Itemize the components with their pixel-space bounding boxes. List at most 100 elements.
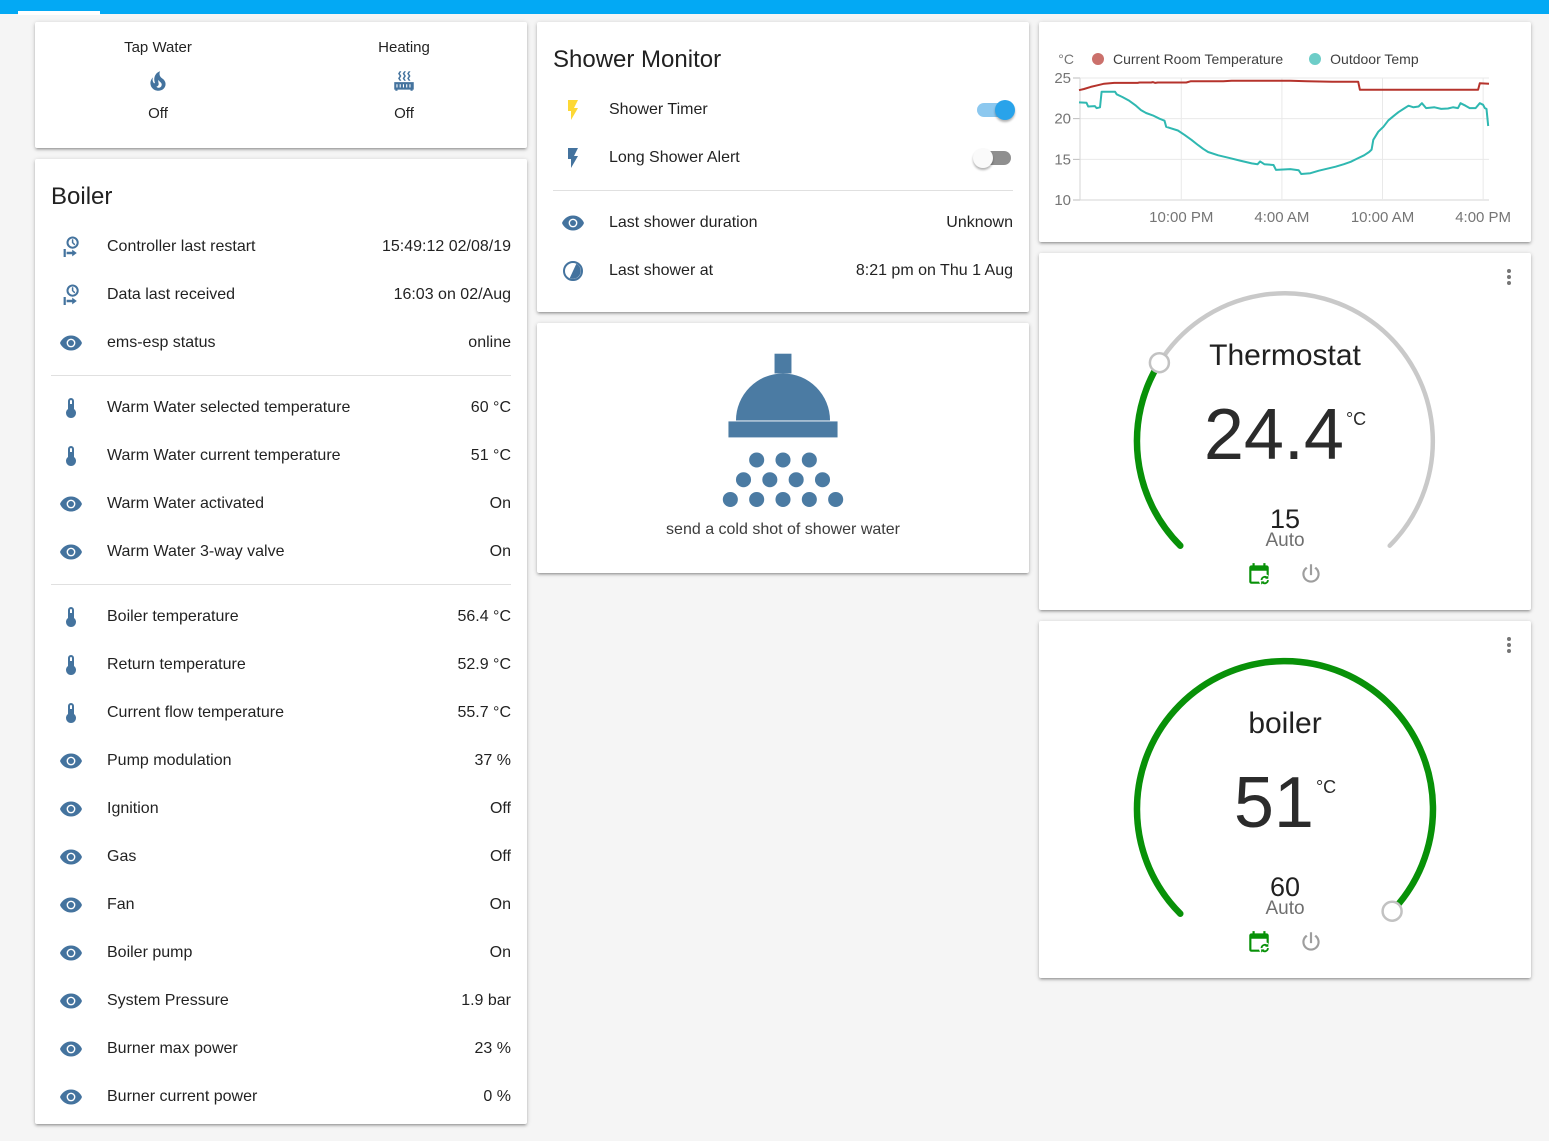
eye-icon bbox=[51, 540, 91, 564]
thermometer-icon bbox=[51, 653, 91, 677]
entity-row[interactable]: Warm Water current temperature 51 °C bbox=[35, 432, 527, 480]
history-chart: 25 20 15 10 °C 10:00 PM 4:00 AM 10:00 AM 4:00 PM bbox=[1054, 51, 1511, 226]
entity-row[interactable]: Gas Off bbox=[35, 833, 527, 881]
entity-row[interactable]: Pump modulation 37 % bbox=[35, 737, 527, 785]
boiler-entities-card: Boiler Controller last restart 15:49:12 … bbox=[35, 159, 527, 1124]
entity-row[interactable]: Burner current power 0 % bbox=[35, 1073, 527, 1121]
thermostat-stack: Thermostat 24.4 °C 15 Auto bo bbox=[1039, 253, 1531, 978]
svg-text:10: 10 bbox=[1054, 192, 1071, 209]
target-temperature: 15 bbox=[1269, 504, 1301, 534]
divider bbox=[51, 375, 511, 376]
entity-section: Warm Water selected temperature 60 °C Wa… bbox=[35, 384, 527, 576]
eye-icon bbox=[553, 211, 593, 235]
switch-row: Long Shower Alert bbox=[537, 134, 1029, 182]
entity-row[interactable]: System Pressure 1.9 bar bbox=[35, 977, 527, 1025]
thermostat-actions bbox=[1039, 561, 1531, 587]
thermometer-icon bbox=[51, 605, 91, 629]
entity-row[interactable]: Return temperature 52.9 °C bbox=[35, 641, 527, 689]
eye-icon bbox=[51, 749, 91, 773]
dashboard-view: Tap Water Off Heating Off Boiler bbox=[0, 14, 1549, 1140]
temperature-dial[interactable] bbox=[1039, 273, 1531, 585]
hvac-mode: Auto bbox=[1265, 530, 1305, 551]
entity-row[interactable]: Boiler pump On bbox=[35, 929, 527, 977]
thermometer-icon bbox=[51, 444, 91, 468]
toggle-knob bbox=[973, 148, 993, 168]
thermostat-name: boiler bbox=[1248, 707, 1322, 740]
entity-row[interactable]: Data last received 16:03 on 02/Aug bbox=[35, 271, 527, 319]
calendar-sync-button[interactable] bbox=[1246, 561, 1272, 587]
calendar-sync-button[interactable] bbox=[1246, 929, 1272, 955]
legend-label: Current Room Temperature bbox=[1113, 51, 1284, 67]
active-tab-indicator bbox=[18, 11, 100, 15]
shower-monitor-card: Shower Monitor Shower Timer Long Shower … bbox=[537, 22, 1029, 312]
entity-row[interactable]: Boiler temperature 56.4 °C bbox=[35, 593, 527, 641]
target-temperature: 60 bbox=[1269, 872, 1301, 902]
flash-icon bbox=[553, 146, 593, 170]
shower-picture-card[interactable]: send a cold shot of shower water bbox=[537, 323, 1029, 573]
svg-text:4:00 PM: 4:00 PM bbox=[1455, 209, 1511, 226]
chart-legend: Current Room Temperature Outdoor Temp bbox=[1092, 51, 1419, 67]
entity-row[interactable]: Fan On bbox=[35, 881, 527, 929]
temperature-unit: °C bbox=[1315, 777, 1337, 797]
eye-icon bbox=[51, 492, 91, 516]
glance-item[interactable]: Tap Water Off bbox=[124, 39, 192, 122]
card-title: Boiler bbox=[51, 183, 113, 210]
entity-row[interactable]: Ignition Off bbox=[35, 785, 527, 833]
radiator-icon bbox=[391, 68, 417, 94]
glance-row: Tap Water Off Heating Off bbox=[35, 22, 527, 122]
info-section: Last shower duration Unknown Last shower… bbox=[537, 199, 1029, 295]
glance-item[interactable]: Heating Off bbox=[378, 39, 430, 122]
more-menu-icon[interactable] bbox=[1497, 633, 1521, 662]
more-menu-icon[interactable] bbox=[1497, 265, 1521, 294]
eye-icon bbox=[51, 989, 91, 1013]
legend-dot bbox=[1309, 53, 1322, 65]
thermostat-actions bbox=[1039, 929, 1531, 955]
clock-half-icon bbox=[553, 259, 593, 283]
thermostat-card: boiler 51 °C 60 Auto bbox=[1039, 621, 1531, 978]
column-left: Tap Water Off Heating Off Boiler bbox=[35, 22, 527, 1124]
current-temperature: 24.4 °C bbox=[1203, 395, 1367, 475]
entity-row[interactable]: ems-esp status online bbox=[35, 319, 527, 367]
thermostat-name: Thermostat bbox=[1209, 339, 1361, 372]
flash-icon bbox=[553, 98, 593, 122]
power-button[interactable] bbox=[1298, 561, 1324, 587]
current-temperature: 51 °C bbox=[1233, 763, 1337, 843]
legend-item: Current Room Temperature bbox=[1092, 51, 1283, 67]
clock-start-icon bbox=[51, 235, 91, 259]
toggle-switch[interactable] bbox=[973, 148, 1011, 168]
legend-item: Outdoor Temp bbox=[1309, 51, 1419, 67]
switch-section: Shower Timer Long Shower Alert bbox=[537, 86, 1029, 182]
svg-text:10:00 PM: 10:00 PM bbox=[1149, 209, 1213, 226]
picture-caption: send a cold shot of shower water bbox=[666, 521, 900, 538]
thermostat-card: Thermostat 24.4 °C 15 Auto bbox=[1039, 253, 1531, 610]
eye-icon bbox=[51, 845, 91, 869]
svg-text:15: 15 bbox=[1054, 151, 1071, 168]
power-button[interactable] bbox=[1298, 929, 1324, 955]
legend-dot bbox=[1092, 53, 1104, 65]
legend-label: Outdoor Temp bbox=[1330, 51, 1419, 67]
svg-text:4:00 AM: 4:00 AM bbox=[1254, 209, 1309, 226]
entity-row[interactable]: Burner max power 23 % bbox=[35, 1025, 527, 1073]
entity-row[interactable]: Last shower at 8:21 pm on Thu 1 Aug bbox=[537, 247, 1029, 295]
entity-row[interactable]: Current flow temperature 55.7 °C bbox=[35, 689, 527, 737]
svg-text:25: 25 bbox=[1054, 70, 1071, 87]
thermometer-icon bbox=[51, 396, 91, 420]
entity-row[interactable]: Controller last restart 15:49:12 02/08/1… bbox=[35, 223, 527, 271]
column-middle: Shower Monitor Shower Timer Long Shower … bbox=[537, 22, 1029, 573]
entity-section: Controller last restart 15:49:12 02/08/1… bbox=[35, 223, 527, 367]
thermometer-icon bbox=[51, 701, 91, 725]
entity-row[interactable]: Warm Water activated On bbox=[35, 480, 527, 528]
slider-knob bbox=[1148, 351, 1171, 374]
clock-start-icon bbox=[51, 283, 91, 307]
entity-row[interactable]: Last shower duration Unknown bbox=[537, 199, 1029, 247]
entity-row[interactable]: Warm Water 3-way valve On bbox=[35, 528, 527, 576]
app-header bbox=[0, 0, 1549, 15]
slider-knob bbox=[1381, 900, 1403, 922]
toggle-knob bbox=[995, 100, 1015, 120]
eye-icon bbox=[51, 331, 91, 355]
toggle-switch[interactable] bbox=[977, 100, 1015, 120]
entity-row[interactable]: Warm Water selected temperature 60 °C bbox=[35, 384, 527, 432]
eye-icon bbox=[51, 1085, 91, 1109]
svg-text:10:00 AM: 10:00 AM bbox=[1351, 209, 1414, 226]
temperature-dial[interactable] bbox=[1039, 641, 1531, 953]
